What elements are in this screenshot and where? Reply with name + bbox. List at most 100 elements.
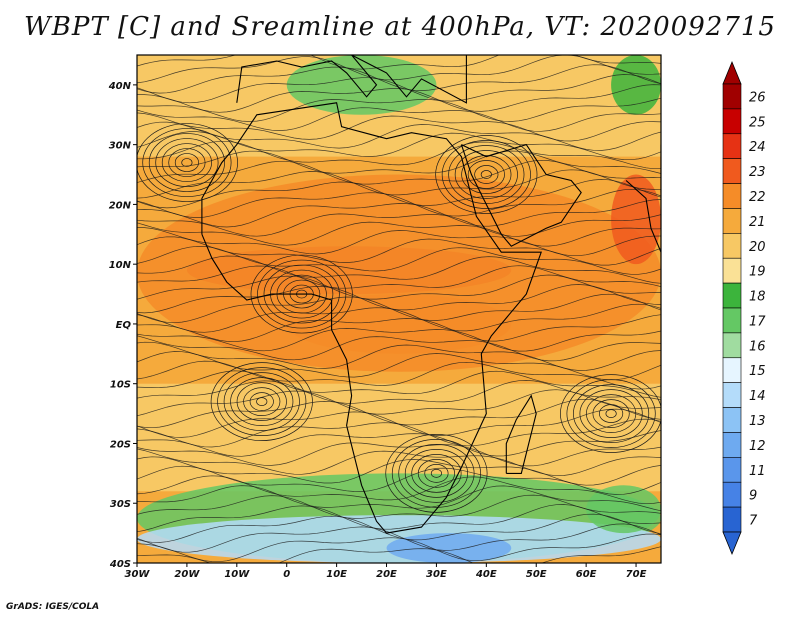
colorbar-swatch: [722, 332, 742, 359]
streamline: [137, 293, 661, 324]
vortex-ring: [474, 165, 499, 184]
streamline: [137, 485, 661, 512]
streamline: [137, 335, 661, 362]
streamline: [137, 255, 661, 284]
colorbar-swatch: [722, 108, 742, 135]
streamline: [137, 74, 661, 104]
streamline: [137, 303, 661, 333]
streamline: [137, 360, 661, 390]
vortex-ring: [404, 449, 468, 498]
colorbar-label: 12: [749, 439, 766, 454]
streamline: [137, 55, 661, 70]
lon-tick-label: 30E: [426, 569, 447, 580]
vortex-ring: [236, 382, 287, 421]
streamline: [137, 380, 661, 404]
lon-tick-label: 50E: [526, 569, 547, 580]
colorbar-swatch: [722, 481, 742, 508]
streamline: [137, 107, 661, 132]
vortex-ring: [256, 397, 268, 406]
vortex-ring: [417, 459, 455, 488]
colorbar-swatch: [722, 307, 742, 334]
vortex-ring: [586, 394, 637, 433]
colorbar-label: 17: [749, 314, 766, 329]
field-region-9: [611, 55, 661, 115]
streamline: [137, 159, 661, 185]
vortex-ring: [168, 148, 206, 177]
field-region-2: [137, 174, 661, 372]
streamline: [137, 97, 661, 122]
colorbar-label: 26: [749, 90, 766, 105]
streamline: [137, 328, 661, 352]
streamline: [137, 236, 661, 266]
streamline: [137, 227, 661, 257]
colorbar-label: 20: [749, 240, 766, 255]
coast-africa: [201, 102, 542, 534]
vortex-ring: [385, 434, 488, 513]
lon-tick-label: 10W: [224, 569, 250, 580]
field-region-8: [586, 485, 661, 534]
lat-tick-label: 20S: [110, 439, 131, 450]
streamline: [137, 274, 661, 300]
streamline: [137, 131, 661, 161]
field-region-7: [386, 533, 512, 563]
streamline: [137, 150, 661, 174]
vortex-ring: [210, 362, 313, 441]
colorbar-label: 15: [749, 364, 766, 379]
lat-tick-label: 20N: [109, 200, 132, 211]
vortex-ring: [137, 123, 238, 202]
colorbar-label: 19: [749, 265, 766, 280]
streamline: [137, 494, 661, 519]
colorbar-label: 23: [749, 165, 766, 180]
lat-tick-label: 40S: [109, 559, 131, 570]
vortex-ring: [454, 150, 518, 199]
vortex-ring: [480, 170, 492, 179]
vortex-ring: [223, 372, 300, 431]
colorbar-swatch: [722, 257, 742, 284]
streamline: [137, 504, 661, 533]
colorbar-swatch: [722, 432, 742, 458]
lat-tick-label: 30N: [109, 141, 132, 152]
streamline: [137, 221, 661, 247]
coast-europe: [236, 55, 467, 104]
colorbar-label: 7: [749, 514, 758, 529]
vortex-ring: [155, 138, 219, 187]
colorbar-swatch: [722, 407, 742, 433]
vortex-ring: [148, 133, 225, 192]
streamline: [137, 140, 661, 170]
streamline: [137, 213, 661, 237]
streamline: [137, 314, 661, 343]
vortex-ring: [424, 464, 449, 483]
colorbar-swatch: [722, 83, 742, 110]
streamline: [137, 284, 661, 314]
streamline: [137, 265, 661, 289]
colorbar-label: 13: [749, 414, 766, 429]
colorbar-swatch: [722, 282, 742, 309]
vortex-ring: [217, 367, 307, 436]
vortex-ring: [263, 264, 340, 324]
streamline: [137, 370, 661, 398]
streamline: [137, 179, 661, 209]
lon-tick-label: 0: [283, 569, 290, 580]
vortex-ring: [411, 454, 462, 493]
plot-frame: [136, 54, 662, 564]
colorbar-label: 18: [749, 290, 766, 305]
lat-tick-label: 10S: [110, 380, 131, 391]
vortex-ring: [181, 158, 193, 167]
coastlines: [201, 55, 661, 534]
vortex-ring: [250, 254, 353, 334]
streamline: [137, 456, 661, 486]
colorbar-top-arrow: [722, 60, 742, 85]
field-region-6: [137, 515, 661, 563]
vortex-ring: [230, 377, 294, 426]
map-title: WBPT [C] and Sreamline at 400hPa, VT: 20…: [24, 12, 776, 42]
streamline: [137, 523, 661, 553]
streamlines: [137, 55, 661, 563]
colorbar-label: 11: [749, 464, 766, 479]
colorbar-swatch: [722, 457, 742, 483]
streamline: [137, 533, 661, 563]
streamline: [137, 513, 661, 543]
streamline: [137, 121, 661, 151]
vortex-ring: [257, 259, 347, 329]
colorbar-swatch: [722, 506, 742, 533]
lat-tick-label: 10N: [109, 260, 132, 271]
